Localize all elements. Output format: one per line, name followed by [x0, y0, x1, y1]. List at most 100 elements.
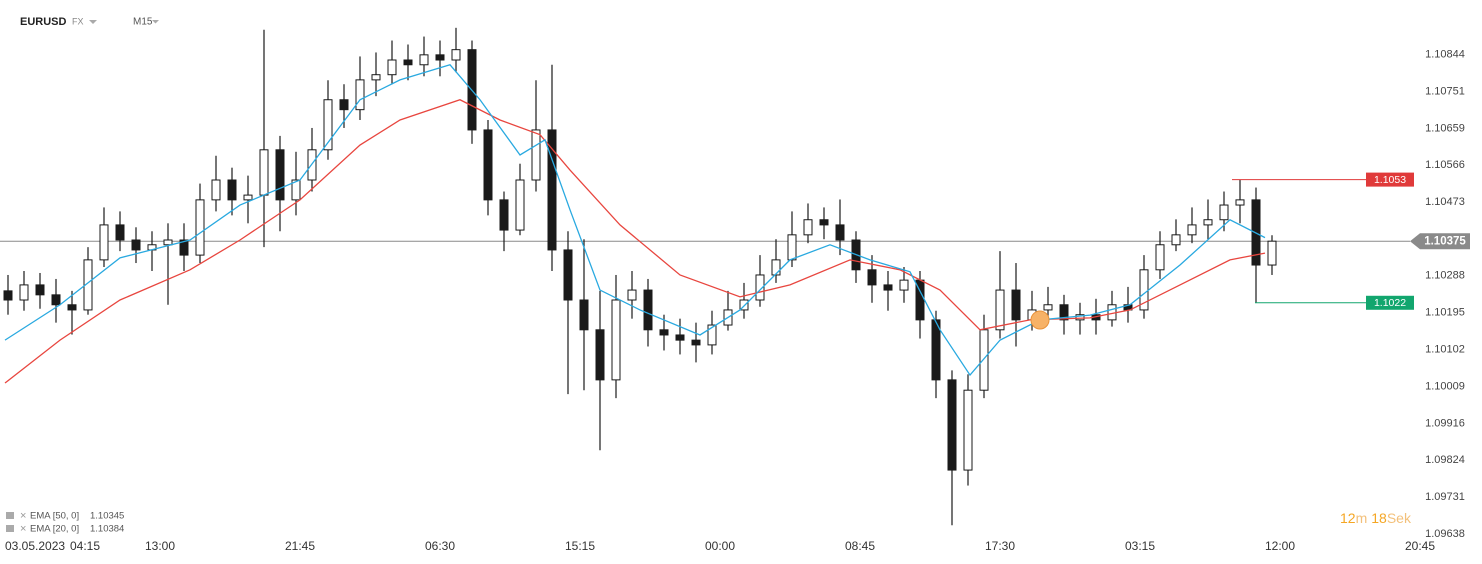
candle-body: [755, 274, 765, 301]
candle-body: [803, 219, 813, 236]
candle-body: [179, 239, 189, 256]
candle-body: [1187, 224, 1197, 236]
candle-body: [291, 179, 301, 201]
candle-body: [771, 259, 781, 276]
candle-body: [1171, 234, 1181, 246]
candle-body: [563, 249, 573, 301]
y-tick-label: 1.10844: [1425, 49, 1465, 61]
candle-body: [131, 239, 141, 251]
legend-close: ×: [20, 510, 26, 522]
candle-body: [1059, 304, 1069, 321]
candle-body: [947, 379, 957, 471]
candle-body: [1219, 204, 1229, 221]
candle-body: [979, 329, 989, 391]
x-start-date: 03.05.2023: [5, 539, 65, 553]
candle-body: [259, 149, 269, 196]
candle-body: [1235, 199, 1245, 206]
x-tick-label: 12:00: [1265, 539, 1295, 553]
candle-body: [451, 49, 461, 61]
candle-body: [643, 289, 653, 331]
price-label-box: [1366, 172, 1414, 187]
x-tick-label: 06:30: [425, 539, 455, 553]
candle-body: [627, 289, 637, 301]
candle-body: [1203, 219, 1213, 226]
candle-body: [675, 334, 685, 341]
candle-body: [211, 179, 221, 201]
candle-body: [899, 279, 909, 291]
candle-body: [579, 299, 589, 331]
candle-body: [371, 74, 381, 81]
candle-body: [19, 284, 29, 301]
candle-body: [275, 149, 285, 201]
candle-body: [387, 59, 397, 76]
candle-timer: 12m 18Sek: [1340, 510, 1412, 526]
candle-body: [419, 54, 429, 66]
candle-body: [435, 54, 445, 61]
candle-body: [819, 219, 829, 226]
candle-body: [83, 259, 93, 311]
y-tick-label: 1.10473: [1425, 196, 1465, 208]
candle-body: [515, 179, 525, 231]
y-tick-label: 1.10009: [1425, 381, 1465, 393]
x-tick-label: 17:30: [985, 539, 1015, 553]
candle-body: [547, 129, 557, 251]
legend-close: ×: [20, 523, 26, 535]
event-marker[interactable]: [1030, 310, 1050, 330]
x-tick-label: 03:15: [1125, 539, 1155, 553]
candle-body: [963, 389, 973, 471]
candle-body: [867, 269, 877, 286]
market: FX: [72, 16, 84, 26]
candle-body: [739, 299, 749, 311]
y-tick-label: 1.09824: [1425, 454, 1465, 466]
x-tick-label: 04:15: [70, 539, 100, 553]
candle-body: [1267, 240, 1277, 266]
y-tick-label: 1.10195: [1425, 307, 1465, 319]
ema-line: [4, 99, 1266, 384]
x-tick-label: 15:15: [565, 539, 595, 553]
current-price-tag: [1410, 233, 1470, 250]
candle-body: [1155, 244, 1165, 271]
candle-body: [787, 234, 797, 261]
candle-body: [1011, 289, 1021, 321]
y-tick-label: 1.09638: [1425, 528, 1465, 540]
x-tick-label: 08:45: [845, 539, 875, 553]
x-tick-label: 20:45: [1405, 539, 1435, 553]
candle-body: [931, 319, 941, 381]
candle-body: [659, 329, 669, 336]
candle-body: [1075, 314, 1085, 321]
price-label-box: [1366, 295, 1414, 310]
candle-body: [611, 299, 621, 381]
price-label: 1.1053: [1374, 174, 1406, 186]
current-price-label: 1.10375: [1424, 236, 1466, 248]
y-tick-label: 1.09731: [1425, 491, 1465, 503]
candle-body: [163, 239, 173, 246]
legend-icon: [6, 525, 14, 532]
price-label: 1.1022: [1374, 297, 1406, 309]
y-tick-label: 1.10102: [1425, 344, 1465, 356]
candle-body: [835, 224, 845, 241]
symbol[interactable]: EURUSD: [20, 16, 67, 28]
candle-body: [67, 304, 77, 311]
candle-body: [243, 194, 253, 201]
candle-body: [35, 284, 45, 296]
candle-body: [115, 224, 125, 241]
candle-body: [403, 59, 413, 66]
x-tick-label: 21:45: [285, 539, 315, 553]
candle-body: [355, 79, 365, 111]
candle-body: [499, 199, 509, 231]
candle-body: [883, 284, 893, 291]
dropdown-caret[interactable]: [89, 20, 97, 24]
interval[interactable]: M15: [133, 17, 153, 28]
candle-body: [99, 224, 109, 261]
candle-body: [227, 179, 237, 201]
legend-name: EMA [20, 0]: [30, 524, 79, 535]
y-tick-label: 1.09916: [1425, 417, 1465, 429]
candle-body: [1043, 304, 1053, 311]
x-tick-label: 13:00: [145, 539, 175, 553]
legend-name: EMA [50, 0]: [30, 511, 79, 522]
dropdown-caret[interactable]: [152, 20, 159, 24]
candle-body: [531, 129, 541, 181]
legend-value: 1.10345: [90, 511, 124, 522]
